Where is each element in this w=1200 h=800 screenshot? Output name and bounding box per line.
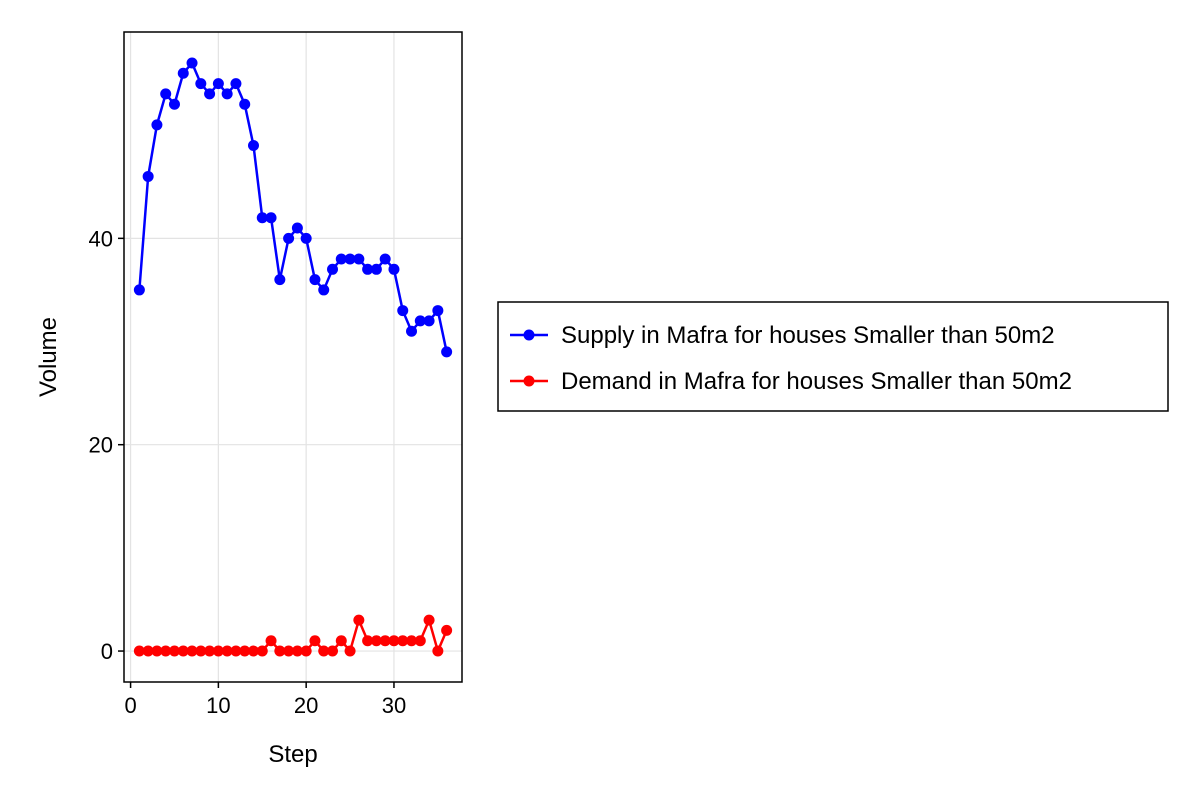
data-point: [212, 78, 224, 90]
data-point: [204, 645, 216, 657]
data-point: [133, 645, 145, 657]
data-point: [186, 645, 198, 657]
legend-marker-dot: [523, 329, 535, 341]
data-point: [168, 98, 180, 110]
x-tick-label: 0: [124, 693, 136, 718]
data-point: [247, 139, 259, 151]
y-tick-label: 0: [101, 639, 113, 664]
data-point: [239, 98, 251, 110]
legend-entry-supply: Supply in Mafra for houses Smaller than …: [510, 322, 1055, 349]
data-point: [335, 253, 347, 265]
data-point: [256, 645, 268, 657]
data-point: [291, 645, 303, 657]
legend: Supply in Mafra for houses Smaller than …: [497, 301, 1169, 412]
data-point: [432, 645, 444, 657]
data-point: [291, 222, 303, 234]
plot-frame: [123, 31, 463, 683]
data-point: [283, 232, 295, 244]
data-point: [379, 253, 391, 265]
data-point: [160, 88, 172, 100]
data-point: [212, 645, 224, 657]
data-point: [247, 645, 259, 657]
data-point: [204, 88, 216, 100]
y-axis-label: Volume: [35, 317, 62, 397]
legend-marker-dot: [523, 375, 535, 387]
data-point: [195, 78, 207, 90]
series-demand: [133, 614, 453, 657]
x-tick-label: 10: [206, 693, 230, 718]
axis-ticks: 0 10 20 30 0 20 40: [89, 226, 407, 718]
x-tick-label: 20: [294, 693, 318, 718]
data-point: [142, 170, 154, 182]
data-point: [344, 645, 356, 657]
data-point: [142, 645, 154, 657]
data-point: [432, 305, 444, 317]
data-point: [274, 274, 286, 286]
data-point: [309, 635, 321, 647]
data-point: [414, 315, 426, 327]
data-point: [406, 635, 418, 647]
data-point: [221, 88, 233, 100]
data-point: [441, 346, 453, 358]
x-axis-label: Step: [268, 741, 317, 768]
data-point: [388, 263, 400, 275]
data-point: [256, 212, 268, 224]
legend-entry-demand: Demand in Mafra for houses Smaller than …: [510, 368, 1072, 395]
data-point: [133, 284, 145, 296]
data-point: [397, 305, 409, 317]
series-layer: [133, 57, 453, 657]
data-point: [423, 315, 435, 327]
data-point: [397, 635, 409, 647]
grid-lines: [124, 32, 462, 682]
x-tick-label: 30: [382, 693, 406, 718]
legend-label-supply: Supply in Mafra for houses Smaller than …: [561, 322, 1055, 349]
data-point: [414, 635, 426, 647]
data-point: [221, 645, 233, 657]
data-point: [309, 274, 321, 286]
data-point: [379, 635, 391, 647]
data-point: [335, 635, 347, 647]
data-point: [362, 263, 374, 275]
data-point: [274, 645, 286, 657]
series-supply: [133, 57, 453, 358]
data-point: [370, 635, 382, 647]
data-point: [265, 635, 277, 647]
data-point: [344, 253, 356, 265]
data-point: [327, 263, 339, 275]
data-point: [441, 624, 453, 636]
data-point: [318, 645, 330, 657]
data-point: [230, 78, 242, 90]
data-point: [239, 645, 251, 657]
data-point: [151, 119, 163, 131]
data-point: [168, 645, 180, 657]
data-point: [353, 614, 365, 626]
data-point: [230, 645, 242, 657]
data-point: [177, 645, 189, 657]
data-point: [186, 57, 198, 69]
data-point: [283, 645, 295, 657]
data-point: [423, 614, 435, 626]
data-point: [327, 645, 339, 657]
legend-box: [497, 301, 1169, 412]
data-point: [265, 212, 277, 224]
data-point: [300, 232, 312, 244]
data-point: [353, 253, 365, 265]
data-point: [388, 635, 400, 647]
data-point: [300, 645, 312, 657]
y-tick-label: 40: [89, 226, 113, 251]
data-point: [406, 325, 418, 337]
data-point: [151, 645, 163, 657]
y-tick-label: 20: [89, 433, 113, 458]
data-point: [177, 67, 189, 79]
data-point: [370, 263, 382, 275]
legend-label-demand: Demand in Mafra for houses Smaller than …: [561, 368, 1072, 395]
data-point: [318, 284, 330, 296]
data-point: [362, 635, 374, 647]
data-point: [195, 645, 207, 657]
data-point: [160, 645, 172, 657]
